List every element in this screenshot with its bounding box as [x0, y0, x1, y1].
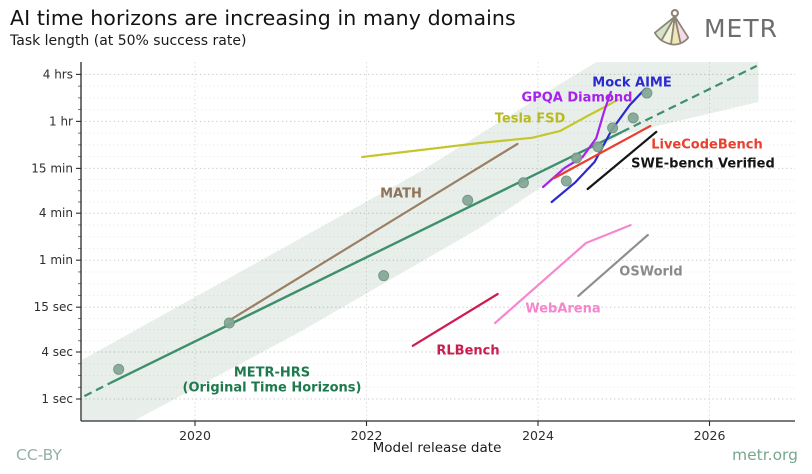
title-block: AI time horizons are increasing in many … [10, 6, 516, 49]
data-point [378, 270, 390, 282]
series-label-webarena: WebArena [525, 302, 600, 317]
data-point [517, 177, 529, 189]
series-line-rlbench [411, 292, 499, 347]
series-label-metr-hrs-original-time-horizons: (Original Time Horizons) [183, 381, 362, 396]
data-point [607, 122, 619, 134]
y-tick-label: 1 min [39, 253, 73, 267]
data-point [641, 87, 653, 99]
series-line-webarena [494, 224, 632, 325]
series-label-osworld: OSWorld [619, 265, 682, 280]
x-tick-label: 2024 [522, 428, 554, 443]
trend-dashed-line [83, 382, 111, 398]
series-line-gpqa-diamond [541, 90, 613, 189]
series-label-gpqa-diamond: GPQA Diamond [522, 91, 633, 106]
series-line-math [229, 142, 519, 321]
series-line-livecodebench [553, 124, 652, 180]
metr-logo-text: METR [703, 13, 778, 43]
y-tick-label: 1 sec [41, 392, 73, 406]
data-point [113, 363, 125, 375]
trend-line [109, 130, 623, 385]
series-line-swe-bench-verified [586, 130, 658, 191]
y-tick-label: 4 min [39, 206, 73, 220]
series-label-rlbench: RLBench [436, 344, 499, 359]
data-point [627, 112, 639, 124]
series-label-metr-hrs-original-time-horizons: METR-HRS [234, 366, 310, 381]
series-label-math: MATH [380, 187, 422, 202]
y-tick-label: 15 min [31, 161, 73, 175]
chart-title: AI time horizons are increasing in many … [10, 6, 516, 30]
data-point [462, 194, 474, 206]
y-tick-label: 4 sec [41, 345, 73, 359]
series-label-livecodebench: LiveCodeBench [651, 138, 763, 153]
data-point [560, 175, 572, 187]
x-tick-label: 2022 [351, 428, 383, 443]
series-label-mock-aime: Mock AIME [592, 76, 671, 91]
data-point [592, 141, 604, 153]
series-label-swe-bench-verified: SWE-bench Verified [631, 157, 775, 172]
data-point [223, 317, 235, 329]
x-tick-label: 2026 [694, 428, 726, 443]
series-line-osworld [577, 233, 649, 297]
data-point [571, 152, 583, 164]
chart-subtitle: Task length (at 50% success rate) [10, 33, 247, 49]
y-tick-label: 4 hrs [43, 67, 73, 81]
metr-fan-icon [653, 9, 690, 46]
series-label-tesla-fsd: Tesla FSD [495, 112, 566, 127]
site-link[interactable]: metr.org [731, 446, 798, 464]
metr-logo: METR [649, 6, 778, 50]
y-tick-label: 1 hr [49, 114, 73, 128]
confidence-band [81, 62, 759, 421]
y-tick-label: 15 sec [34, 300, 73, 314]
x-axis-title: Model release date [372, 440, 502, 456]
x-tick-label: 2020 [179, 428, 211, 443]
license-link[interactable]: CC-BY [16, 446, 62, 464]
